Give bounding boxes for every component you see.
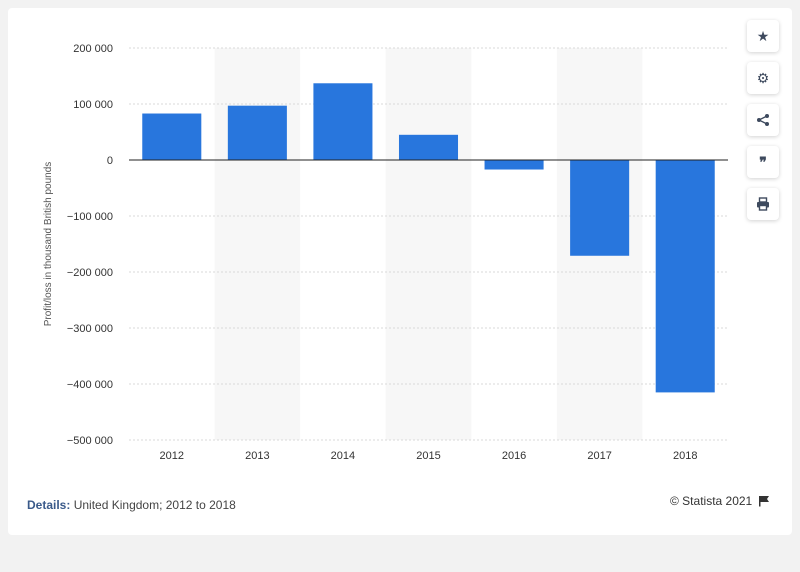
cite-button[interactable]: ❞ (747, 146, 779, 178)
x-tick-label: 2012 (160, 450, 184, 462)
x-tick-label: 2016 (502, 450, 526, 462)
details-text: United Kingdom; 2012 to 2018 (73, 498, 236, 512)
x-tick-label: 2015 (416, 450, 440, 462)
y-tick-label: 0 (107, 155, 113, 167)
print-icon (757, 197, 769, 211)
y-tick-label: 100 000 (73, 99, 113, 111)
column-band (385, 48, 472, 440)
x-tick-label: 2013 (245, 450, 269, 462)
y-tick-label: −300 000 (67, 323, 113, 335)
y-axis-label: Profit/loss in thousand British pounds (43, 162, 54, 327)
chart-details: Details: United Kingdom; 2012 to 2018 (27, 498, 236, 512)
settings-button[interactable]: ⚙ (747, 62, 779, 94)
flag-icon (759, 496, 770, 507)
bar (227, 105, 287, 160)
statista-credit[interactable]: © Statista 2021 (670, 494, 770, 508)
credit-text: © Statista 2021 (670, 494, 753, 508)
bar (398, 134, 459, 160)
y-tick-label: −400 000 (67, 379, 113, 391)
bar (142, 113, 202, 160)
share-button[interactable] (747, 104, 779, 136)
bar (655, 160, 715, 393)
print-button[interactable] (747, 188, 779, 220)
y-tick-label: −200 000 (67, 267, 113, 279)
y-tick-label: −500 000 (67, 435, 113, 447)
details-label: Details: (27, 498, 71, 512)
star-icon: ★ (756, 27, 770, 44)
x-tick-label: 2018 (673, 450, 697, 462)
bar (570, 160, 630, 256)
chart-toolbar: ★ ⚙ ❞ (747, 20, 779, 230)
x-tick-label: 2014 (331, 450, 355, 462)
bar (484, 160, 544, 170)
share-icon (757, 114, 769, 126)
quote-icon: ❞ (759, 153, 767, 170)
bar (313, 83, 373, 160)
y-tick-label: −100 000 (67, 211, 113, 223)
y-tick-label: 200 000 (73, 43, 113, 55)
favorite-button[interactable]: ★ (747, 20, 779, 52)
gear-icon: ⚙ (756, 69, 770, 86)
x-tick-label: 2017 (587, 450, 611, 462)
